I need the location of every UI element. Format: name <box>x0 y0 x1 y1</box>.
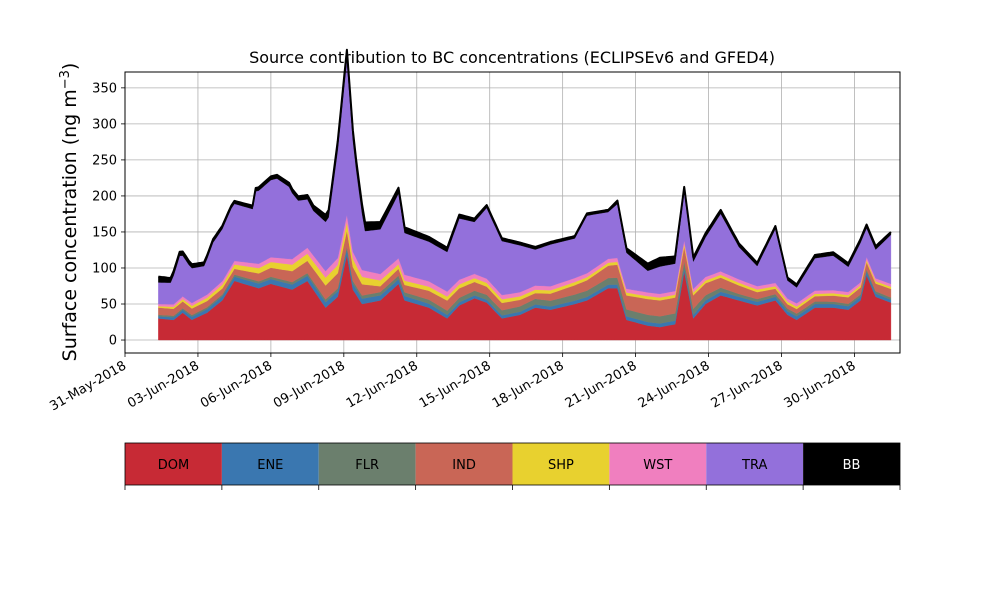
y-tick-label: 200 <box>92 189 117 204</box>
plot-frame <box>124 71 901 354</box>
y-tick-label: 350 <box>92 81 117 96</box>
legend-label-wst: WST <box>643 458 672 473</box>
legend-label-ene: ENE <box>257 458 283 473</box>
legend-label-tra: TRA <box>741 458 767 473</box>
legend-label-flr: FLR <box>355 458 379 473</box>
chart-title: Source contribution to BC concentrations… <box>249 48 775 67</box>
legend-swatch-shp <box>512 443 610 485</box>
legend-label-bb: BB <box>843 458 861 473</box>
y-axis-label-main: Surface concentration (ng m <box>59 89 81 361</box>
plot-area <box>124 48 901 354</box>
y-axis: 0 50 100 150 200 250 300 350 <box>92 81 125 349</box>
legend-swatch-flr <box>318 443 416 485</box>
y-tick-label: 300 <box>92 117 117 132</box>
y-tick-label: 0 <box>109 334 117 349</box>
legend-swatch-dom <box>125 443 222 485</box>
legend-swatch-ind <box>415 443 513 485</box>
y-tick-label: 50 <box>100 298 117 313</box>
total-line <box>158 48 892 286</box>
y-tick-label: 150 <box>92 225 117 240</box>
y-axis-label-superscript: −3 <box>58 70 73 89</box>
legend-colorbar: DOM ENE FLR IND SHP WST TRA BB <box>124 442 901 490</box>
legend-swatch-ene <box>221 443 319 485</box>
y-axis-label: Surface concentration (ng m−3) <box>58 63 81 362</box>
total-outline <box>158 48 892 286</box>
legend-swatch-tra <box>706 443 804 485</box>
y-axis-label-close: ) <box>59 63 81 70</box>
legend-label-dom: DOM <box>158 458 189 473</box>
legend-swatch-bb <box>803 443 900 485</box>
y-tick-label: 100 <box>92 261 117 276</box>
legend-label-ind: IND <box>452 458 476 473</box>
legend-label-shp: SHP <box>548 458 574 473</box>
legend-swatch-wst <box>609 443 707 485</box>
y-tick-label: 250 <box>92 153 117 168</box>
